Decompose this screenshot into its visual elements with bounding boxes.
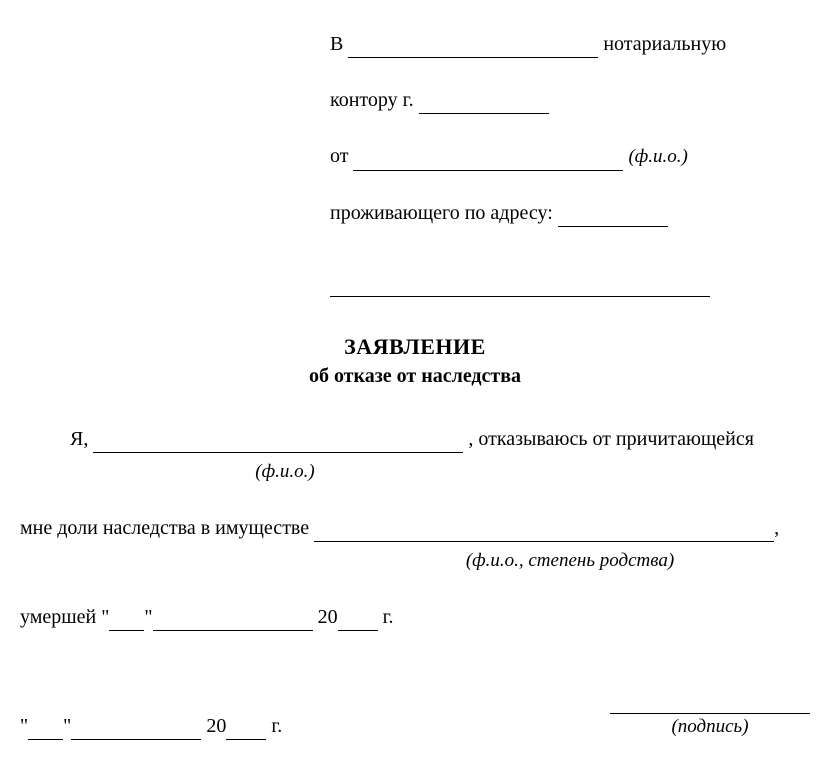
signature-row: " " 20 г. (подпись) — [20, 686, 810, 741]
death-prefix: умершей " — [20, 606, 109, 628]
fio-hint-body: (ф.и.о.) — [100, 459, 470, 486]
blank-death-month[interactable] — [153, 609, 313, 631]
date-q1: " — [20, 715, 28, 737]
share-line: мне доли наследства в имуществе , — [20, 514, 810, 542]
date-q2: " — [63, 715, 71, 737]
blank-from-name[interactable] — [353, 149, 623, 171]
blank-signature[interactable] — [610, 692, 810, 714]
fio-hint-row: (ф.и.о.) — [20, 457, 810, 486]
blank-sign-month[interactable] — [71, 718, 201, 740]
year-prefix: 20 — [318, 606, 338, 628]
sign-year-prefix: 20 — [206, 715, 226, 737]
title-block: ЗАЯВЛЕНИЕ об отказе от наследства — [20, 332, 810, 391]
share-text: мне доли наследства в имуществе — [20, 517, 309, 539]
year-suffix: г. — [383, 606, 394, 628]
relation-hint: (ф.и.о., степень родства) — [340, 548, 800, 575]
blank-declarant-fio[interactable] — [93, 431, 463, 453]
blank-address-a[interactable] — [558, 205, 668, 227]
office-line: контору г. — [330, 86, 810, 114]
from-line: от (ф.и.о.) — [330, 142, 810, 171]
title-main: ЗАЯВЛЕНИЕ — [20, 332, 810, 363]
signature-hint: (подпись) — [610, 714, 810, 741]
blank-death-day[interactable] — [109, 609, 144, 631]
blank-address-b[interactable] — [330, 275, 710, 297]
comma: , — [774, 517, 779, 539]
to-prefix: В — [330, 33, 343, 55]
relation-hint-row: (ф.и.о., степень родства) — [20, 546, 810, 575]
to-suffix: нотариальную — [603, 33, 726, 55]
i-suffix: , отказываюсь от причитающейся — [468, 428, 754, 450]
from-prefix: от — [330, 145, 348, 167]
blank-sign-day[interactable] — [28, 718, 63, 740]
address-label: проживающего по адресу: — [330, 202, 553, 224]
sign-year-suffix: г. — [271, 715, 282, 737]
body-block: Я, , отказываюсь от причитающейся (ф.и.о… — [20, 425, 810, 630]
blank-sign-year[interactable] — [226, 718, 266, 740]
blank-city[interactable] — [419, 92, 549, 114]
document-form: В нотариальную контору г. от (ф.и.о.) пр… — [20, 30, 810, 740]
recipient-line: В нотариальную — [330, 30, 810, 58]
signature-block: (подпись) — [610, 686, 810, 741]
blank-property[interactable] — [314, 520, 774, 542]
fio-hint-header: (ф.и.о.) — [628, 146, 687, 167]
declarant-line: Я, , отказываюсь от причитающейся — [20, 425, 810, 453]
blank-notary[interactable] — [348, 36, 598, 58]
sign-date-block: " " 20 г. — [20, 712, 282, 740]
office-label: контору г. — [330, 89, 414, 111]
death-date-line: умершей " " 20 г. — [20, 603, 810, 631]
address-line-2 — [330, 269, 810, 297]
blank-death-year[interactable] — [338, 609, 378, 631]
i-prefix: Я, — [70, 428, 88, 450]
title-sub: об отказе от наследства — [20, 362, 810, 390]
address-line: проживающего по адресу: — [330, 199, 810, 227]
death-mid: " — [144, 606, 152, 628]
header-block: В нотариальную контору г. от (ф.и.о.) пр… — [330, 30, 810, 297]
